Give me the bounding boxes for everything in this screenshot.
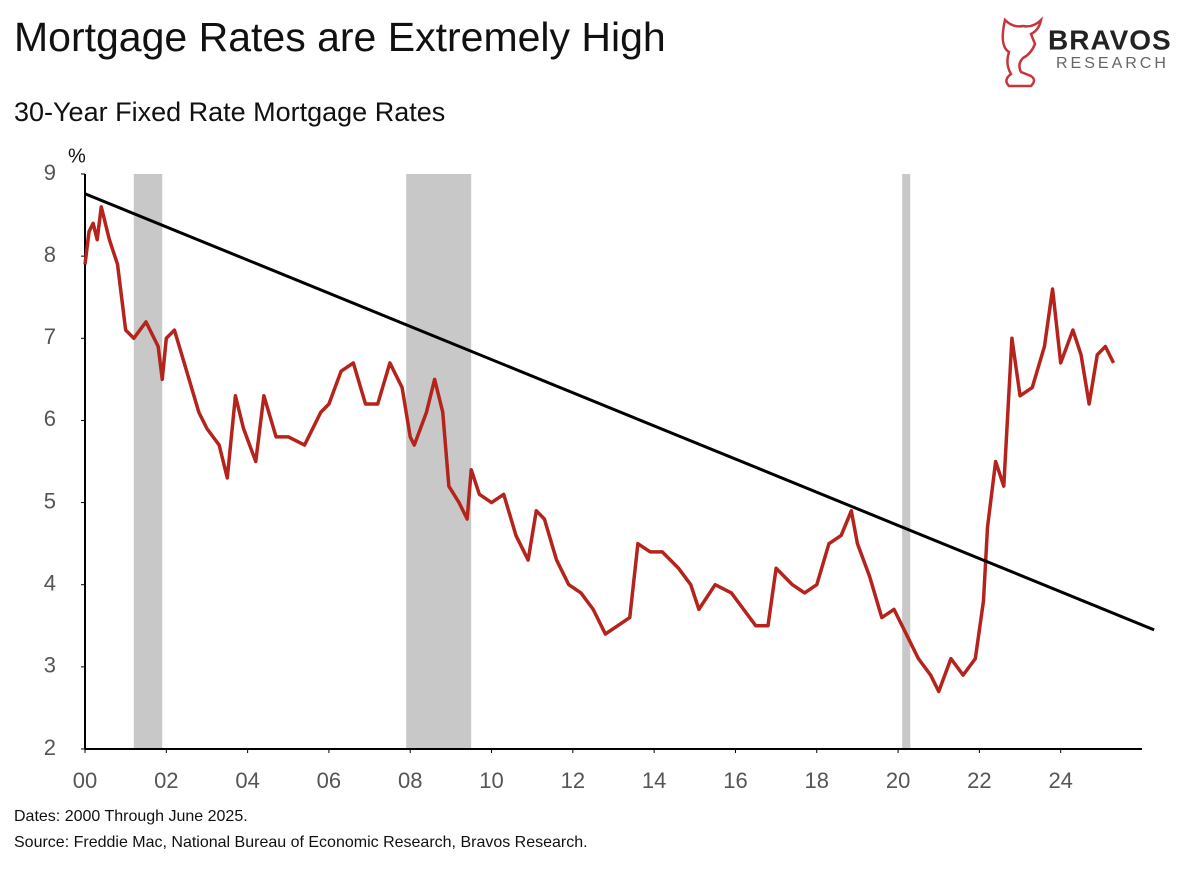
- x-tick-label: 16: [723, 768, 747, 793]
- x-tick-label: 04: [235, 768, 259, 793]
- y-tick-label: 3: [44, 653, 56, 678]
- y-tick-label: 6: [44, 406, 56, 431]
- x-tick-label: 06: [317, 768, 341, 793]
- brand-sub: RESEARCH: [1056, 55, 1169, 72]
- y-tick-label: 9: [44, 160, 56, 185]
- chart-title: Mortgage Rates are Extremely High: [14, 14, 666, 60]
- recession-band: [133, 174, 163, 749]
- x-tick-label: 22: [967, 768, 991, 793]
- recession-band: [406, 174, 472, 749]
- trend-line: [84, 192, 1155, 632]
- x-tick-label: 20: [886, 768, 910, 793]
- note: Source: Freddie Mac, National Bureau of …: [14, 834, 588, 851]
- x-tick-label: 24: [1048, 768, 1072, 793]
- y-axis-label: %: [68, 145, 86, 167]
- y-tick-label: 7: [44, 324, 56, 349]
- y-tick-label: 5: [44, 488, 56, 513]
- x-tick-label: 10: [479, 768, 503, 793]
- y-tick-label: 4: [44, 571, 56, 596]
- x-tick-label: 00: [73, 768, 97, 793]
- chart-subtitle: 30-Year Fixed Rate Mortgage Rates: [14, 97, 445, 127]
- x-tick-label: 08: [398, 768, 422, 793]
- x-tick-label: 02: [154, 768, 178, 793]
- logo: [1001, 16, 1044, 88]
- brand: BRAVOS: [1048, 24, 1172, 55]
- recession-band: [902, 174, 911, 749]
- y-tick-label: 2: [44, 735, 56, 760]
- x-tick-label: 18: [805, 768, 829, 793]
- y-tick-label: 8: [44, 242, 56, 267]
- note: Dates: 2000 Through June 2025.: [14, 808, 248, 825]
- x-tick-label: 12: [561, 768, 585, 793]
- x-tick-label: 14: [642, 768, 666, 793]
- rate-line: [83, 205, 1116, 694]
